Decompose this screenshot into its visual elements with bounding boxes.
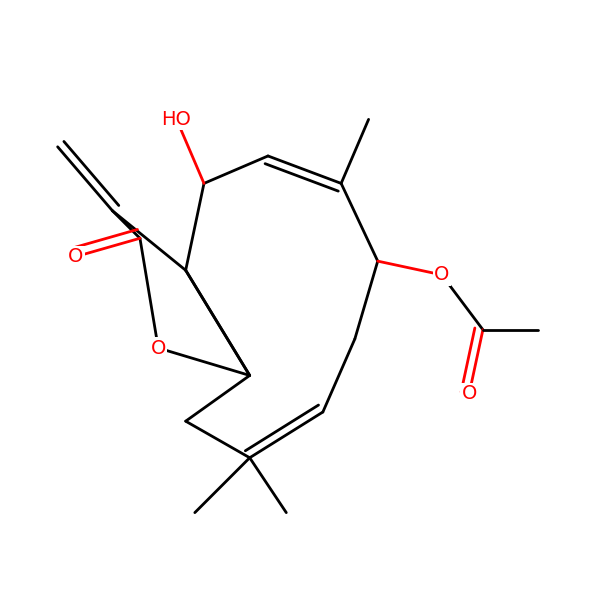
Text: O: O [461,384,477,403]
Text: O: O [151,338,166,358]
Text: HO: HO [161,110,191,129]
Text: O: O [434,265,449,284]
Text: O: O [68,247,83,266]
